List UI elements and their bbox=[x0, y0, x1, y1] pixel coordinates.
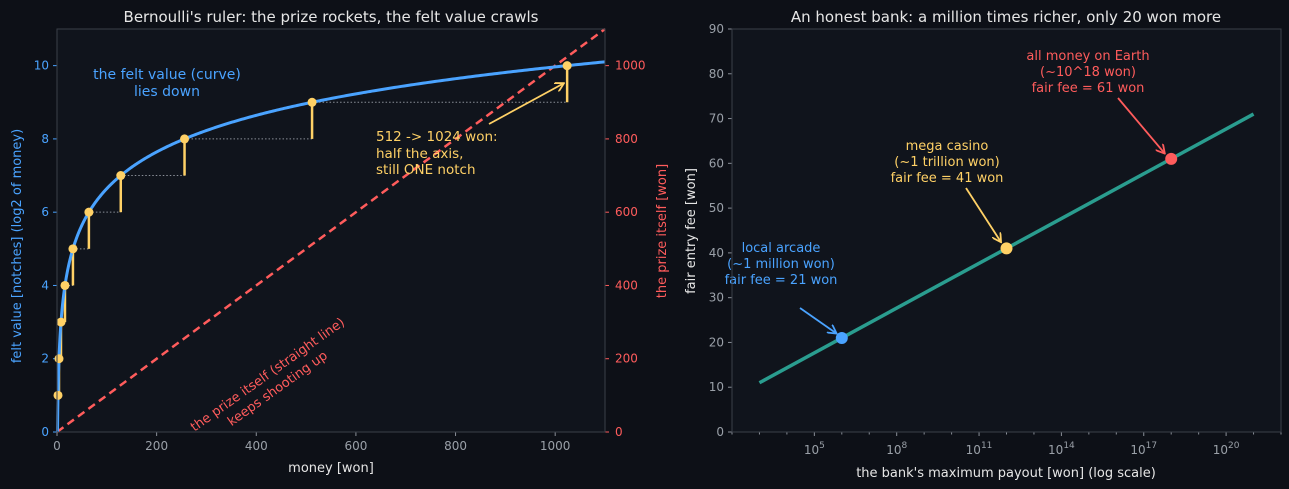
right-y-tick-label: 0 bbox=[615, 425, 623, 439]
notch-point bbox=[56, 317, 66, 327]
fee-label-line: (~10^18 won) bbox=[1040, 65, 1136, 80]
notch-point bbox=[60, 280, 70, 290]
prize-line bbox=[56, 27, 606, 434]
left-plot-frame bbox=[56, 28, 606, 433]
right-y-tick-label: 200 bbox=[615, 352, 638, 366]
notch-point bbox=[68, 244, 78, 254]
fee-label-arrow bbox=[799, 307, 836, 333]
right-chart-y-tick-label: 30 bbox=[709, 291, 724, 305]
notch-point bbox=[307, 97, 317, 107]
right-chart-y-tick-label: 40 bbox=[709, 246, 724, 260]
left-x-tick-label: 800 bbox=[444, 439, 467, 453]
right-chart-y-tick-label: 80 bbox=[709, 67, 724, 81]
fee-label-line: (~1 trillion won) bbox=[894, 155, 999, 170]
right-chart-x-tick-label: 1020 bbox=[1213, 441, 1240, 457]
right-chart-y-tick-label: 90 bbox=[709, 22, 724, 36]
right-chart-y-tick-label: 50 bbox=[709, 201, 724, 215]
fee-label-arrow bbox=[1117, 97, 1164, 153]
right-chart-y-tick-label: 70 bbox=[709, 112, 724, 126]
right-chart-y-tick-label: 60 bbox=[709, 156, 724, 170]
left-chart-title: Bernoulli's ruler: the prize rockets, th… bbox=[124, 8, 539, 26]
notch-point bbox=[54, 354, 64, 364]
left-y-tick-label: 8 bbox=[41, 132, 49, 146]
fee-label-line: all money on Earth bbox=[1026, 49, 1149, 64]
right-y-tick-label: 400 bbox=[615, 278, 638, 292]
notch-note-line-3: still ONE notch bbox=[376, 162, 476, 178]
fee-label-line: fair fee = 61 won bbox=[1032, 81, 1145, 96]
right-chart-y-tick-label: 0 bbox=[716, 425, 724, 439]
left-chart: Bernoulli's ruler: the prize rockets, th… bbox=[10, 8, 670, 476]
left-x-tick-label: 1000 bbox=[540, 439, 571, 453]
left-y-tick-label: 4 bbox=[41, 278, 49, 292]
fee-point bbox=[835, 331, 848, 344]
curve-note-line-1: the felt value (curve) bbox=[93, 67, 241, 83]
left-x-axis-label: money [won] bbox=[288, 461, 374, 476]
right-y-tick-label: 800 bbox=[615, 132, 638, 146]
right-chart-y-tick-label: 10 bbox=[709, 380, 724, 394]
notch-point bbox=[562, 61, 572, 71]
right-chart-x-tick-label: 105 bbox=[804, 441, 825, 457]
notch-note-arrow bbox=[488, 84, 563, 125]
notch-note-line-1: 512 -> 1024 won: bbox=[376, 129, 498, 145]
fee-label-line: fair fee = 41 won bbox=[891, 171, 1004, 186]
fee-point bbox=[1000, 242, 1013, 255]
right-chart-x-tick-label: 108 bbox=[886, 441, 907, 457]
fee-label-line: local arcade bbox=[742, 241, 821, 256]
fee-label-arrow bbox=[965, 187, 1001, 241]
right-chart: An honest bank: a million times richer, … bbox=[684, 8, 1282, 481]
right-y-axis-label: the prize itself [won] bbox=[655, 164, 670, 298]
notch-point bbox=[84, 207, 94, 217]
notch-note-line-2: half the axis, bbox=[376, 146, 463, 162]
right-chart-y-tick-label: 20 bbox=[709, 335, 724, 349]
fee-point bbox=[1165, 152, 1178, 165]
right-chart-x-tick-label: 1014 bbox=[1048, 441, 1075, 457]
right-plot-area bbox=[732, 29, 1281, 432]
left-y-tick-label: 10 bbox=[34, 59, 49, 73]
right-y-tick-label: 1000 bbox=[615, 59, 646, 73]
right-chart-title: An honest bank: a million times richer, … bbox=[791, 8, 1221, 26]
fee-label-line: fair fee = 21 won bbox=[725, 273, 838, 288]
left-x-tick-label: 600 bbox=[344, 439, 367, 453]
felt-value-curve bbox=[56, 60, 606, 432]
left-y-axis-label: felt value [notches] (log2 of money) bbox=[10, 129, 25, 363]
notch-point bbox=[180, 134, 190, 144]
left-y-tick-label: 6 bbox=[41, 205, 49, 219]
right-chart-x-tick-label: 1017 bbox=[1130, 441, 1157, 457]
notch-point bbox=[53, 390, 63, 400]
left-x-tick-label: 400 bbox=[245, 439, 268, 453]
fee-label-line: mega casino bbox=[906, 139, 989, 154]
right-plot-frame bbox=[731, 28, 1282, 433]
right-x-axis-label: the bank's maximum payout [won] (log sca… bbox=[856, 466, 1156, 481]
right-chart-x-tick-label: 1011 bbox=[966, 441, 993, 457]
left-x-tick-label: 0 bbox=[53, 439, 61, 453]
right-chart-y-axis-label: fair entry fee [won] bbox=[684, 168, 699, 294]
curve-note-line-2: lies down bbox=[134, 84, 200, 100]
fee-label-line: (~1 million won) bbox=[727, 257, 835, 272]
left-x-tick-label: 200 bbox=[145, 439, 168, 453]
left-y-tick-label: 2 bbox=[41, 352, 49, 366]
left-y-tick-label: 0 bbox=[41, 425, 49, 439]
right-y-tick-label: 600 bbox=[615, 205, 638, 219]
notch-point bbox=[116, 171, 126, 181]
